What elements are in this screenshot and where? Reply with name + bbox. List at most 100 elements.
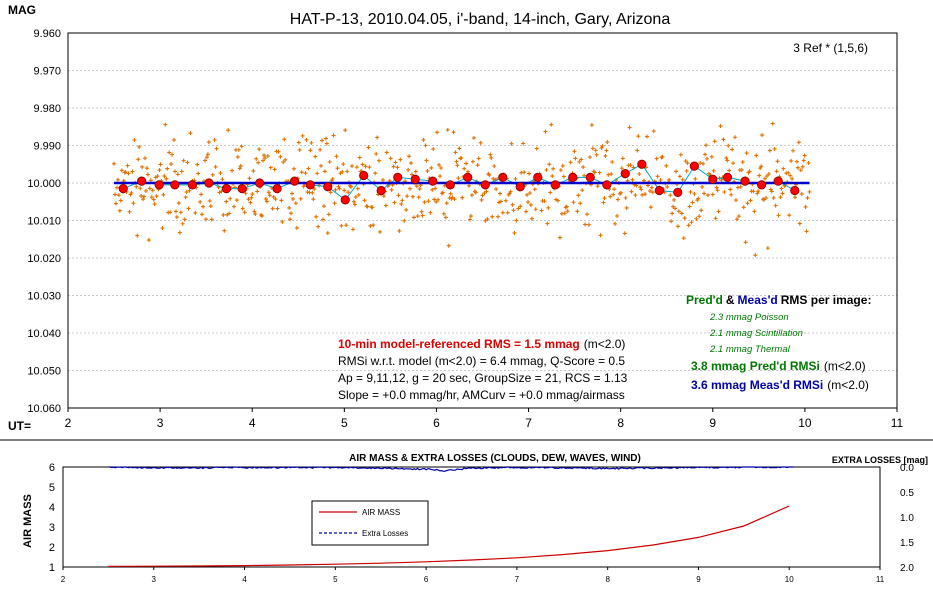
raw-point [604, 148, 609, 153]
raw-point [154, 194, 159, 199]
raw-point [261, 153, 266, 158]
raw-point [668, 193, 673, 198]
raw-point [235, 154, 240, 159]
raw-point [564, 204, 569, 209]
raw-point [406, 167, 411, 172]
raw-point [514, 218, 519, 223]
raw-point [558, 168, 563, 173]
raw-point [402, 218, 407, 223]
raw-point [199, 192, 204, 197]
raw-point [139, 193, 144, 198]
raw-point [712, 139, 717, 144]
raw-point [779, 186, 784, 191]
binned-point [376, 185, 386, 196]
raw-point [242, 210, 247, 215]
binned-point [323, 182, 333, 192]
raw-point [349, 164, 354, 169]
bottom-x-tick-label: 4 [242, 575, 247, 584]
raw-point [800, 164, 805, 169]
raw-point [747, 169, 752, 174]
raw-point [407, 154, 412, 159]
raw-point [149, 195, 154, 200]
raw-point [143, 188, 148, 193]
meas-rmsi-line: 3.6 mmag Meas'd RMSi (m<2.0) [691, 378, 869, 392]
raw-point [333, 187, 338, 192]
raw-point [766, 172, 771, 177]
raw-point [703, 152, 708, 157]
raw-point [790, 176, 795, 181]
raw-point [251, 168, 256, 173]
raw-point [577, 159, 582, 164]
raw-point [516, 206, 521, 211]
raw-point [186, 206, 191, 211]
poisson-noise: 2.3 mmag Poisson [709, 312, 789, 323]
raw-point [525, 192, 530, 197]
raw-point [781, 166, 786, 171]
top-plot-area [67, 32, 898, 409]
top-y-tick-label: 10.020 [27, 253, 61, 265]
binned-point [393, 172, 403, 182]
bottom-x-tick-label: 10 [785, 575, 794, 584]
raw-point [200, 212, 205, 217]
raw-point [622, 231, 627, 236]
raw-point [456, 176, 461, 181]
raw-point [479, 197, 484, 202]
raw-point [738, 184, 743, 189]
raw-point [140, 164, 145, 169]
bottom-x-ticks: 2 3 4 5 6 7 8 9 10 11 [61, 567, 885, 584]
raw-point [545, 221, 550, 226]
raw-point [467, 217, 472, 222]
raw-point [674, 169, 679, 174]
raw-point [220, 177, 225, 182]
raw-point [693, 176, 698, 181]
raw-point [774, 169, 779, 174]
bottom-chart-title: AIR MASS & EXTRA LOSSES (CLOUDS, DEW, WA… [349, 453, 641, 464]
raw-point [264, 199, 269, 204]
raw-point [579, 157, 584, 162]
raw-point [548, 190, 553, 195]
raw-point [675, 224, 680, 229]
raw-point [788, 173, 793, 178]
raw-point [650, 190, 655, 195]
raw-point [132, 138, 137, 143]
raw-point [127, 209, 132, 214]
raw-point [239, 144, 244, 149]
raw-point [557, 235, 562, 240]
raw-point [544, 167, 549, 172]
raw-point [299, 170, 304, 175]
raw-point [388, 156, 393, 161]
bottom-y-tick-label: 5 [49, 482, 55, 494]
raw-point [421, 137, 426, 142]
raw-point [144, 166, 149, 171]
binned-point [620, 169, 630, 179]
raw-point [560, 163, 565, 168]
raw-point [117, 208, 122, 213]
raw-point [450, 195, 455, 200]
raw-point [357, 155, 362, 160]
raw-point [794, 159, 799, 164]
raw-point [542, 199, 547, 204]
top-x-tick-label: 7 [525, 416, 532, 430]
binned-point [137, 176, 147, 186]
raw-point [408, 186, 413, 191]
raw-point [551, 166, 556, 171]
raw-data-points [112, 121, 812, 258]
raw-point [806, 161, 811, 166]
raw-point [467, 183, 472, 188]
raw-point [608, 194, 613, 199]
bottom-x-tick-label: 9 [696, 575, 701, 584]
raw-point [722, 189, 727, 194]
info-line-2: Ap = 9,11,12, g = 20 sec, GroupSize = 21… [338, 371, 628, 385]
raw-point [337, 186, 342, 191]
raw-point [601, 200, 606, 205]
raw-point [293, 201, 298, 206]
binned-point [445, 180, 455, 190]
raw-point [485, 217, 490, 222]
raw-point [355, 186, 360, 191]
pred-rmsi-line: 3.8 mmag Pred'd RMSi (m<2.0) [691, 359, 866, 373]
raw-point [580, 188, 585, 193]
raw-point [797, 221, 802, 226]
raw-point [419, 209, 424, 214]
amp-label: & [726, 293, 735, 307]
raw-point [767, 148, 772, 153]
